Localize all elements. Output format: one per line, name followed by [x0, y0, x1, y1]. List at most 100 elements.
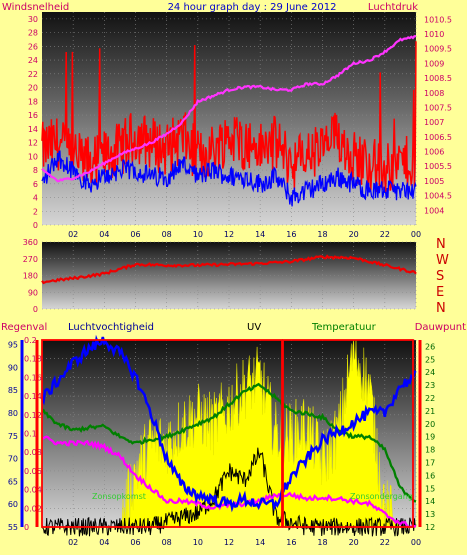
rain-axis-labels: 0 0.02 0.04 0.06 0.08 0.1 0.12 0.14 0.16 0.18 0.2 — [24, 336, 42, 532]
temperature-tick-label: 23 — [425, 381, 435, 390]
rain-tick-label: 0.16 — [24, 373, 42, 382]
wind-tick-label: 26 — [28, 42, 38, 51]
pressure-tick-label: 1010 — [424, 30, 444, 39]
compass-w: W — [436, 253, 449, 268]
rain-tick-label: 0.04 — [24, 486, 42, 495]
legend-rain: Regenval — [1, 322, 47, 333]
graph-title: 24 hour graph day : 29 June 2012 — [168, 2, 337, 13]
temperature-tick-label: 17 — [425, 459, 435, 468]
wind-tick-label: 20 — [28, 84, 38, 93]
direction-tick-label: 90 — [28, 288, 38, 297]
daylight-frame-2 — [282, 339, 414, 528]
wind-tick-label: 14 — [28, 125, 38, 134]
temperature-line — [41, 382, 417, 503]
humidity-tick-label: 95 — [8, 341, 18, 350]
x-tick-label: 10 — [193, 230, 203, 239]
pressure-tick-label: 1006.5 — [424, 133, 452, 142]
temperature-tick-label: 24 — [425, 368, 435, 377]
wind-direction-axis-labels: 0 90 180 270 360 — [23, 238, 38, 314]
humidity-tick-label: 75 — [8, 432, 18, 441]
x-tick-label: 10 — [193, 538, 203, 547]
rain-tick-label: 0.18 — [24, 355, 42, 364]
wind-speed-label: Windsnelheid — [2, 2, 69, 13]
humidity-tick-label: 85 — [8, 386, 18, 395]
rain-line — [41, 447, 417, 537]
x-tick-label: 04 — [99, 538, 109, 547]
wind-direction-line — [41, 254, 417, 285]
x-tick-label: 16 — [286, 538, 296, 547]
x-tick-label: 22 — [380, 538, 390, 547]
legend-humidity: Luchtvochtigheid — [68, 322, 154, 333]
wind-pressure-x-labels: 02 04 06 08 10 12 14 16 18 20 22 00 — [68, 230, 421, 239]
pressure-tick-label: 1007.5 — [424, 103, 452, 112]
pressure-axis-labels: 1004 1004.5 1005 1005.5 1006 1006.5 1007 1007.5… — [424, 15, 452, 215]
humidity-axis-labels: 55 60 65 70 75 80 85 90 95 — [8, 341, 18, 532]
rain-tick-label: 0.08 — [24, 448, 42, 457]
pressure-tick-label: 1006 — [424, 148, 444, 157]
x-tick-label: 14 — [255, 538, 265, 547]
x-tick-label: 02 — [68, 230, 78, 239]
pressure-line — [41, 35, 416, 183]
wind-tick-label: 16 — [28, 111, 38, 120]
x-tick-label: 04 — [99, 230, 109, 239]
x-tick-label: 02 — [68, 538, 78, 547]
rain-tick-label: 0 — [24, 523, 29, 532]
legend-dewpoint: Dauwpunt — [415, 322, 466, 333]
wind-tick-label: 4 — [33, 194, 38, 203]
rain-tick-label: 0.12 — [24, 411, 42, 420]
sunset-label: Zonsondergang — [350, 492, 413, 501]
compass-n: N — [436, 301, 446, 316]
humidity-tick-label: 70 — [8, 455, 18, 464]
temperature-tick-label: 21 — [425, 407, 435, 416]
pressure-tick-label: 1008.5 — [424, 74, 452, 83]
temperature-tick-label: 19 — [425, 433, 435, 442]
rain-tick-label: 0.06 — [24, 467, 42, 476]
temperature-tick-label: 20 — [425, 420, 435, 429]
climate-panel: 00.020.040.060.080.10.120.140.160.180.2 … — [1, 322, 466, 547]
wind-speed-line — [41, 150, 417, 207]
humidity-line — [40, 334, 417, 513]
pressure-tick-label: 1010.5 — [424, 15, 452, 24]
x-tick-label: 06 — [130, 230, 140, 239]
compass-s: S — [436, 269, 444, 284]
temperature-tick-label: 18 — [425, 446, 435, 455]
wind-tick-label: 6 — [33, 180, 38, 189]
climate-x-labels: 02 04 06 08 10 12 14 16 18 20 22 00 — [68, 538, 421, 547]
pressure-tick-label: 1005.5 — [424, 162, 452, 171]
wind-tick-label: 30 — [28, 15, 38, 24]
wind-tick-label: 8 — [33, 166, 38, 175]
humidity-tick-label: 60 — [8, 500, 18, 509]
temperature-tick-label: 14 — [425, 497, 435, 506]
compass-e: E — [436, 285, 444, 300]
temperature-tick-label: 12 — [425, 523, 435, 532]
compass-n: N — [436, 237, 446, 252]
x-tick-label: 18 — [317, 230, 327, 239]
daylight-frame-1 — [41, 339, 283, 528]
x-tick-label: 20 — [349, 230, 359, 239]
temperature-tick-label: 25 — [425, 355, 435, 364]
rain-tick-label: 0.2 — [24, 336, 37, 345]
x-tick-label: 16 — [286, 230, 296, 239]
temperature-axis-labels: 12 13 14 15 16 17 18 19 20 21 22 23 24 25 26 — [425, 342, 435, 532]
pressure-tick-label: 1005 — [424, 177, 444, 186]
sunrise-label: Zonsopkomst — [92, 492, 146, 501]
wind-direction-plot-area — [42, 242, 416, 309]
wind-tick-label: 10 — [28, 152, 38, 161]
wind-tick-label: 24 — [28, 56, 38, 65]
rain-tick-label: 0.02 — [24, 504, 42, 513]
x-tick-label: 22 — [380, 230, 390, 239]
wind-tick-label: 2 — [33, 207, 38, 216]
temperature-tick-label: 22 — [425, 394, 435, 403]
x-tick-label: 08 — [162, 230, 172, 239]
direction-tick-label: 0 — [33, 305, 38, 314]
legend-uv: UV — [247, 322, 261, 333]
direction-tick-label: 270 — [23, 255, 38, 264]
humidity-tick-label: 90 — [8, 363, 18, 372]
wind-gust-line — [41, 41, 417, 193]
x-tick-label: 12 — [224, 538, 234, 547]
